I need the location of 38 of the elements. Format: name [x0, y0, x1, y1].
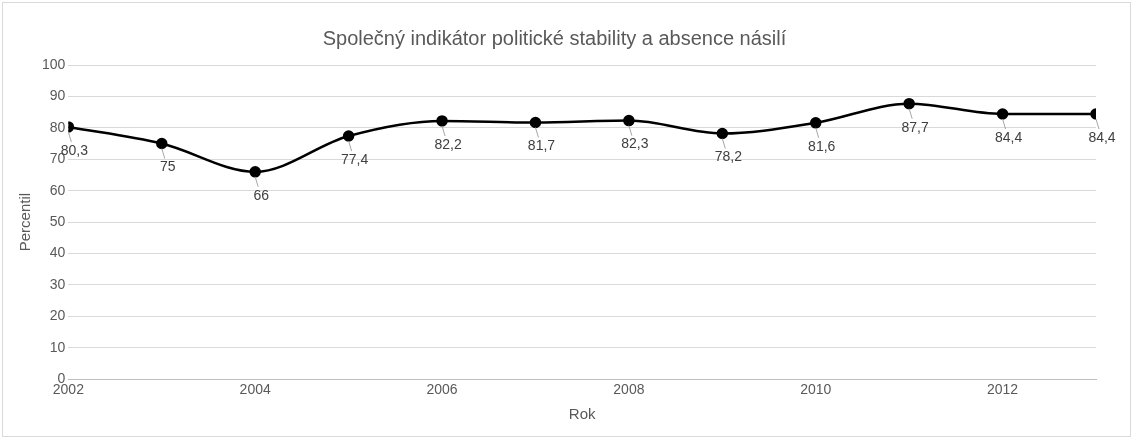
x-tick-label: 2010	[800, 381, 832, 398]
data-label: 81,6	[808, 137, 836, 154]
point	[716, 127, 729, 140]
point	[529, 116, 542, 129]
y-tick-label: 90	[49, 87, 66, 104]
data-label: 78,2	[714, 148, 743, 165]
y-tick-label: 80	[49, 118, 66, 135]
point	[623, 114, 635, 127]
point	[996, 108, 1009, 120]
y-tick-label: 100	[42, 55, 66, 72]
x-axis-title: Rok	[568, 405, 597, 423]
y-tick-label: 30	[49, 275, 66, 292]
data-label: 82,3	[621, 135, 649, 152]
point	[903, 97, 915, 110]
y-tick-label: 10	[49, 338, 66, 355]
data-label: 87,7	[901, 118, 929, 135]
data-label: 84,4	[1088, 128, 1116, 145]
point	[436, 115, 448, 127]
y-tick-label: 40	[49, 244, 66, 261]
data-label: 81,7	[527, 137, 556, 154]
y-tick-label: 20	[49, 307, 66, 324]
point	[342, 130, 355, 142]
point	[249, 166, 261, 178]
data-label: 75	[159, 158, 176, 175]
point	[156, 137, 168, 150]
data-label: 77,4	[341, 150, 369, 167]
x-tick-label: 2004	[239, 381, 271, 398]
data-label: 66	[253, 186, 270, 203]
chart-title: Společný indikátor politické stability a absence násilí	[322, 26, 787, 49]
data-label: 84,4	[994, 128, 1023, 145]
data-label: 82,2	[434, 135, 462, 152]
point	[809, 117, 822, 129]
x-tick-label: 2008	[613, 381, 645, 398]
x-tick-label: 2012	[987, 381, 1019, 398]
y-tick-label: 50	[49, 212, 66, 229]
x-tick-label: 2006	[426, 381, 458, 398]
y-tick-label: 60	[49, 181, 66, 198]
y-axis-title: Percentil	[16, 192, 34, 252]
